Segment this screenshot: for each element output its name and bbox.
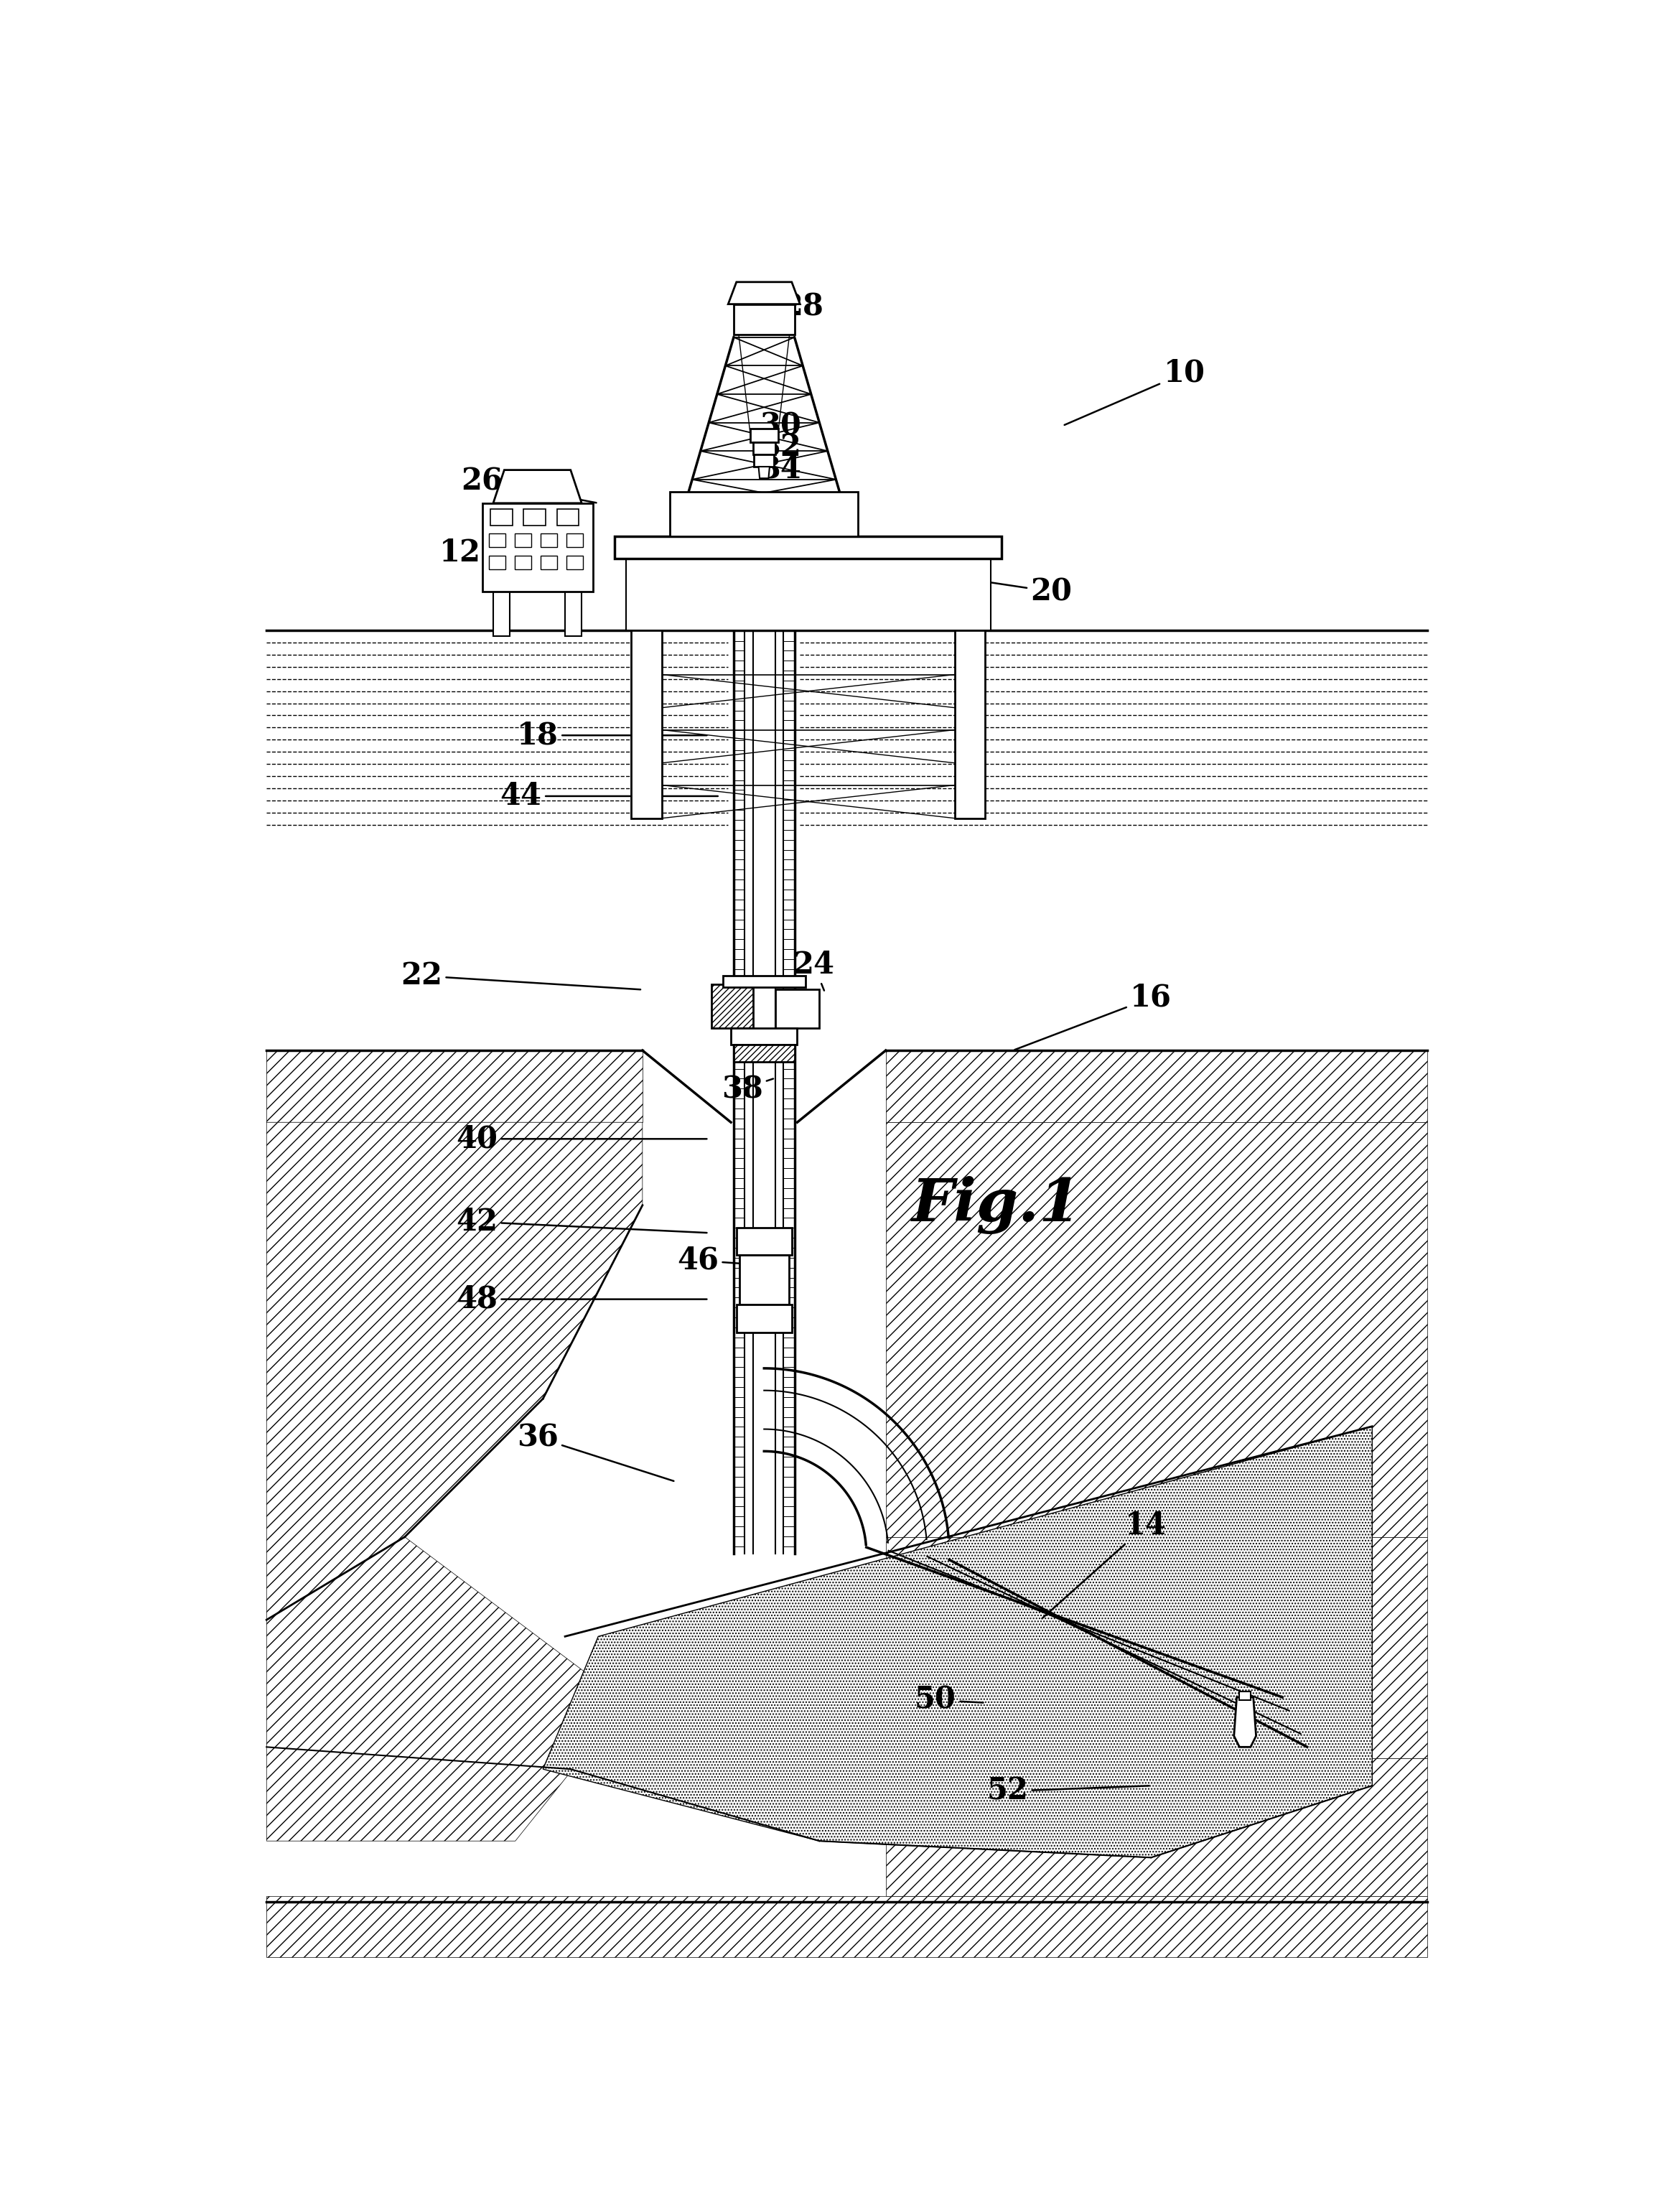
- Bar: [557, 509, 578, 524]
- Bar: [752, 442, 775, 453]
- Text: 28: 28: [772, 292, 824, 323]
- Text: 16: 16: [1014, 982, 1171, 1051]
- Text: 42: 42: [456, 1208, 708, 1237]
- Bar: [515, 533, 532, 546]
- Bar: [615, 535, 1002, 557]
- Text: 46: 46: [678, 1245, 775, 1276]
- Bar: [734, 303, 794, 334]
- Text: 14: 14: [1042, 1511, 1167, 1619]
- Bar: [1239, 1692, 1251, 1701]
- Bar: [494, 591, 510, 635]
- Text: 20: 20: [943, 575, 1072, 606]
- Bar: [754, 453, 774, 467]
- Text: 36: 36: [517, 1422, 674, 1482]
- Text: 30: 30: [761, 411, 802, 440]
- Bar: [739, 1254, 789, 1305]
- Polygon shape: [267, 1121, 643, 1619]
- Bar: [515, 555, 532, 568]
- Bar: [722, 975, 805, 987]
- Text: 32: 32: [761, 434, 802, 462]
- Text: 38: 38: [721, 1075, 774, 1104]
- Polygon shape: [267, 1051, 643, 1121]
- Text: 22: 22: [401, 960, 641, 991]
- Text: 18: 18: [517, 721, 708, 750]
- Bar: [567, 555, 583, 568]
- Bar: [711, 984, 752, 1029]
- Polygon shape: [886, 1051, 1427, 1121]
- Bar: [524, 509, 545, 524]
- Text: 50: 50: [915, 1686, 983, 1714]
- Bar: [565, 591, 582, 635]
- Polygon shape: [727, 281, 800, 303]
- Text: 24: 24: [794, 949, 835, 991]
- Polygon shape: [494, 469, 582, 502]
- Bar: [489, 533, 505, 546]
- Bar: [490, 509, 512, 524]
- Text: 44: 44: [500, 781, 717, 812]
- Bar: [734, 1044, 794, 1062]
- Bar: [731, 1029, 797, 1044]
- Text: 12: 12: [439, 538, 530, 568]
- Text: 26: 26: [461, 467, 597, 502]
- Bar: [626, 557, 991, 630]
- Polygon shape: [759, 467, 769, 478]
- Bar: [736, 1228, 792, 1254]
- Text: 40: 40: [456, 1124, 708, 1155]
- Polygon shape: [543, 1427, 1372, 1858]
- Bar: [631, 630, 661, 818]
- Polygon shape: [1234, 1697, 1256, 1747]
- Bar: [540, 533, 557, 546]
- Bar: [736, 1305, 792, 1332]
- Bar: [482, 502, 593, 591]
- Polygon shape: [267, 1537, 626, 1840]
- Polygon shape: [267, 1896, 1427, 1958]
- Bar: [489, 555, 505, 568]
- Bar: [954, 630, 986, 818]
- Text: Fig.1: Fig.1: [911, 1177, 1080, 1234]
- Bar: [775, 989, 819, 1029]
- Bar: [540, 555, 557, 568]
- Polygon shape: [886, 1537, 1427, 1759]
- Text: 34: 34: [761, 453, 802, 484]
- Bar: [567, 533, 583, 546]
- Bar: [669, 491, 858, 535]
- Text: 48: 48: [456, 1285, 708, 1314]
- Polygon shape: [886, 1759, 1427, 1896]
- Bar: [751, 429, 777, 442]
- Polygon shape: [886, 1121, 1427, 1537]
- Text: 52: 52: [986, 1776, 1148, 1807]
- Text: 10: 10: [1064, 358, 1205, 425]
